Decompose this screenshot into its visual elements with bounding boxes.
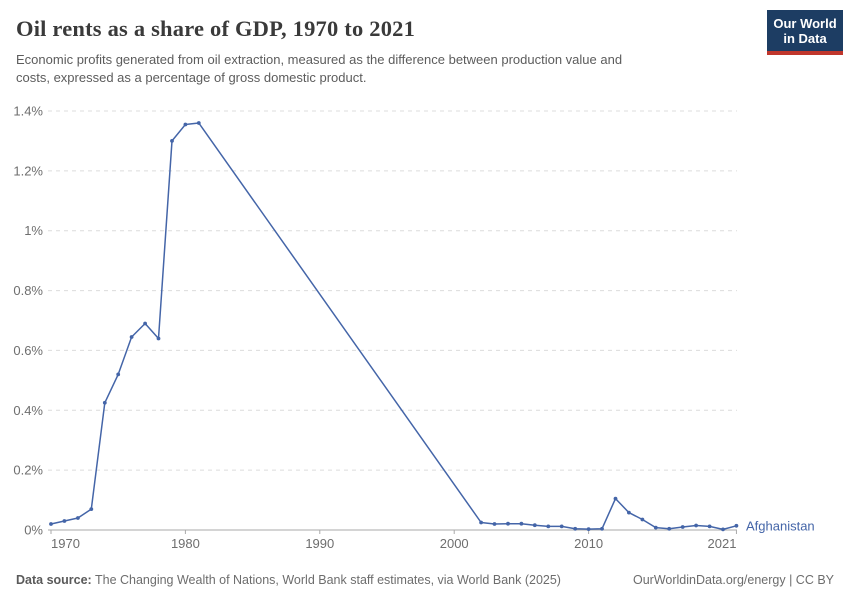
y-tick-label: 0.2%	[13, 463, 43, 478]
data-point	[546, 524, 551, 529]
entity-label: Afghanistan	[746, 518, 815, 533]
x-tick-label: 1970	[51, 536, 80, 551]
data-point	[653, 525, 658, 530]
data-point	[170, 139, 174, 143]
data-point	[143, 321, 148, 326]
data-point	[156, 336, 161, 341]
data-point	[183, 122, 188, 127]
y-tick-label: 1.4%	[13, 104, 43, 119]
data-point	[129, 335, 134, 339]
data-source-text: The Changing Wealth of Nations, World Ba…	[94, 573, 561, 587]
data-point	[196, 121, 201, 125]
x-tick-label: 2010	[574, 536, 603, 551]
data-point	[559, 524, 564, 529]
y-tick-label: 0.6%	[13, 343, 43, 358]
data-point	[573, 526, 578, 531]
data-point	[613, 496, 618, 501]
data-point	[116, 372, 121, 377]
owid-logo: Our World in Data	[767, 10, 843, 55]
x-tick-label: 2000	[440, 536, 469, 551]
data-point	[680, 525, 685, 529]
data-point	[102, 400, 107, 405]
data-point	[76, 516, 80, 520]
y-tick-label: 0.4%	[13, 403, 43, 418]
owid-logo-line-1: Our World	[773, 16, 837, 31]
data-point	[506, 521, 510, 526]
x-tick-label: 1990	[305, 536, 334, 551]
data-point	[62, 519, 67, 523]
data-point	[600, 526, 604, 531]
y-tick-label: 1.2%	[13, 163, 43, 178]
chart-subtitle: Economic profits generated from oil extr…	[16, 51, 622, 87]
data-source: Data source: The Changing Wealth of Nati…	[16, 573, 561, 587]
chart-footer: Data source: The Changing Wealth of Nati…	[16, 573, 834, 587]
data-point	[519, 521, 524, 526]
data-point	[721, 527, 725, 532]
data-point	[707, 524, 712, 529]
y-tick-label: 0.8%	[13, 283, 43, 298]
owid-logo-line-2: in Data	[783, 31, 827, 46]
data-point	[586, 527, 591, 531]
y-tick-label: 1%	[24, 223, 43, 238]
subtitle-line-2: costs, expressed as a percentage of gros…	[16, 70, 367, 85]
data-point	[49, 522, 53, 526]
data-point	[89, 507, 94, 511]
subtitle-line-1: Economic profits generated from oil extr…	[16, 52, 623, 67]
y-tick-label: 0%	[24, 523, 43, 538]
data-point	[640, 517, 645, 522]
attribution: OurWorldinData.org/energy | CC BY	[632, 573, 834, 587]
data-source-label: Data source:	[16, 573, 92, 587]
data-point	[532, 523, 537, 528]
data-line	[50, 122, 738, 531]
x-tick-label: 1980	[171, 536, 200, 551]
data-point	[734, 523, 739, 528]
data-point	[627, 510, 631, 515]
x-tick-label: 2021	[708, 536, 737, 551]
data-point	[479, 520, 483, 525]
data-point	[667, 526, 672, 531]
data-point	[694, 523, 698, 528]
data-point	[492, 522, 497, 526]
chart-title: Oil rents as a share of GDP, 1970 to 202…	[16, 16, 416, 41]
